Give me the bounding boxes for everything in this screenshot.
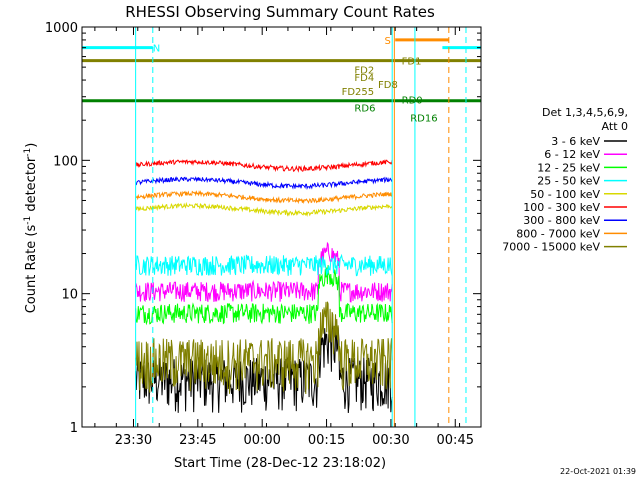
x-tick-label-0: 23:30 — [115, 433, 152, 448]
series-line-50-100-kev — [135, 201, 393, 218]
series-line-25-50-kev — [135, 253, 393, 277]
flag-label-s: S — [384, 36, 390, 47]
y-axis-label: Count Rate (s-1 detector-1) — [23, 143, 39, 314]
x-tick-label-3: 00:15 — [308, 433, 345, 448]
y-tick-label-1: 10 — [61, 288, 78, 303]
series-line-800-7000-kev — [135, 190, 393, 205]
y-axis-label-sup2: -1 — [23, 148, 33, 157]
x-tick-label-1: 23:45 — [179, 433, 216, 448]
legend-title: Det 1,3,4,5,6,9, — [542, 106, 628, 119]
y-tick-label-3: 1000 — [45, 21, 78, 36]
legend-label-3-6-kev: 3 - 6 keV — [551, 135, 600, 148]
legend-label-7000-15000-kev: 7000 - 15000 keV — [502, 241, 600, 254]
series-line-6-12-kev — [135, 241, 393, 303]
legend-label-50-100-kev: 50 - 100 keV — [530, 188, 600, 201]
legend-label-100-300-kev: 100 - 300 keV — [523, 201, 600, 214]
flag-label-rd6: RD6 — [354, 103, 375, 114]
flag-label-n: N — [153, 44, 160, 55]
legend-label-25-50-kev: 25 - 50 keV — [537, 175, 600, 188]
flag-label-fd2: FD2 — [354, 66, 374, 77]
y-tick-label-0: 1 — [70, 421, 78, 436]
chart-title: RHESSI Observing Summary Count Rates — [125, 3, 435, 21]
legend-label-12-25-kev: 12 - 25 keV — [537, 161, 600, 174]
legend-label-6-12-kev: 6 - 12 keV — [544, 148, 600, 161]
x-tick-label-2: 00:00 — [243, 433, 280, 448]
series-line-300-800-kev — [135, 176, 393, 191]
y-axis-label-sup1: -1 — [23, 216, 33, 225]
flag-label-rd0: RD0 — [402, 96, 423, 107]
y-axis-label-part3: ) — [24, 143, 39, 148]
y-axis-label-part2: detector — [24, 156, 39, 216]
x-axis-label: Start Time (28-Dec-12 23:18:02) — [174, 456, 386, 471]
x-tick-label-5: 00:45 — [437, 433, 474, 448]
y-axis-label-part1: Count Rate (s — [24, 225, 39, 314]
flag-label-fd255: FD255 — [342, 87, 375, 98]
series-line-12-25-kev — [135, 265, 393, 326]
legend-label-800-7000-kev: 800 - 7000 keV — [516, 227, 600, 240]
y-tick-label-2: 100 — [53, 154, 78, 169]
flag-label-fd4: FD4 — [354, 73, 374, 84]
series-line-7000-15000-kev — [135, 301, 393, 395]
series-line-100-300-kev — [135, 159, 393, 173]
plot-frame — [81, 26, 482, 428]
flag-label-rd16: RD16 — [410, 113, 437, 124]
legend-subtitle: Att 0 — [602, 120, 628, 133]
legend-label-300-800-kev: 300 - 800 keV — [523, 214, 600, 227]
flag-label-fd1: FD1 — [402, 57, 422, 68]
x-tick-label-4: 00:30 — [372, 433, 409, 448]
footer-timestamp: 22-Oct-2021 01:39 — [560, 467, 636, 476]
flag-label-fd8: FD8 — [378, 80, 398, 91]
